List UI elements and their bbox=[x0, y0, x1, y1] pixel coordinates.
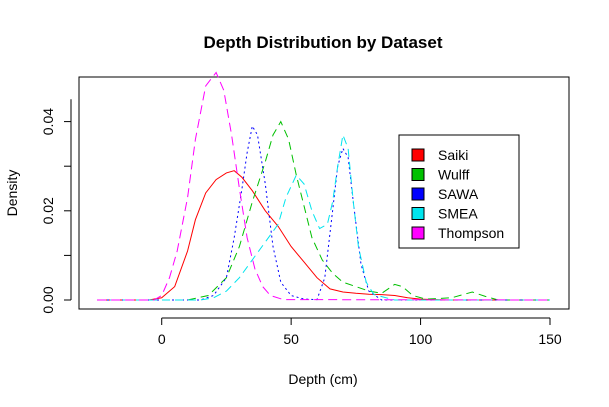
series-line-sawa bbox=[97, 124, 550, 301]
legend-label: SAWA bbox=[438, 186, 479, 202]
legend-label: SMEA bbox=[438, 206, 478, 222]
plot-frame bbox=[78, 76, 570, 310]
y-tick-label: 0.04 bbox=[40, 108, 56, 135]
y-tick-label: 0.02 bbox=[40, 197, 56, 224]
y-tick-label: 0.00 bbox=[40, 286, 56, 313]
y-axis-label: Density bbox=[4, 170, 20, 217]
legend-swatch bbox=[411, 168, 425, 181]
x-tick-label: 150 bbox=[538, 331, 562, 347]
x-axis-label: Depth (cm) bbox=[288, 371, 357, 387]
legend-label: Thompson bbox=[438, 225, 504, 241]
x-axis: 0 50 100 150 bbox=[158, 317, 562, 347]
x-tick-label: 50 bbox=[283, 331, 299, 347]
x-tick-label: 0 bbox=[158, 331, 166, 347]
y-axis: 0.00 0.02 0.04 bbox=[40, 99, 72, 314]
series-line-wulff bbox=[97, 120, 550, 301]
chart-title: Depth Distribution by Dataset bbox=[204, 33, 443, 52]
series-line-smea bbox=[97, 133, 550, 301]
series-layer bbox=[97, 71, 551, 301]
x-tick-label: 100 bbox=[409, 331, 433, 347]
series-line-thompson bbox=[97, 71, 551, 301]
legend: Saiki Wulff SAWA SMEA Thompson bbox=[398, 134, 520, 249]
legend-swatch bbox=[411, 226, 425, 240]
legend-swatch bbox=[411, 187, 425, 201]
series-line-saiki bbox=[97, 170, 550, 301]
legend-swatch bbox=[411, 148, 425, 162]
legend-label: Wulff bbox=[438, 167, 469, 183]
legend-label: Saiki bbox=[438, 147, 468, 163]
legend-swatch bbox=[411, 207, 425, 220]
